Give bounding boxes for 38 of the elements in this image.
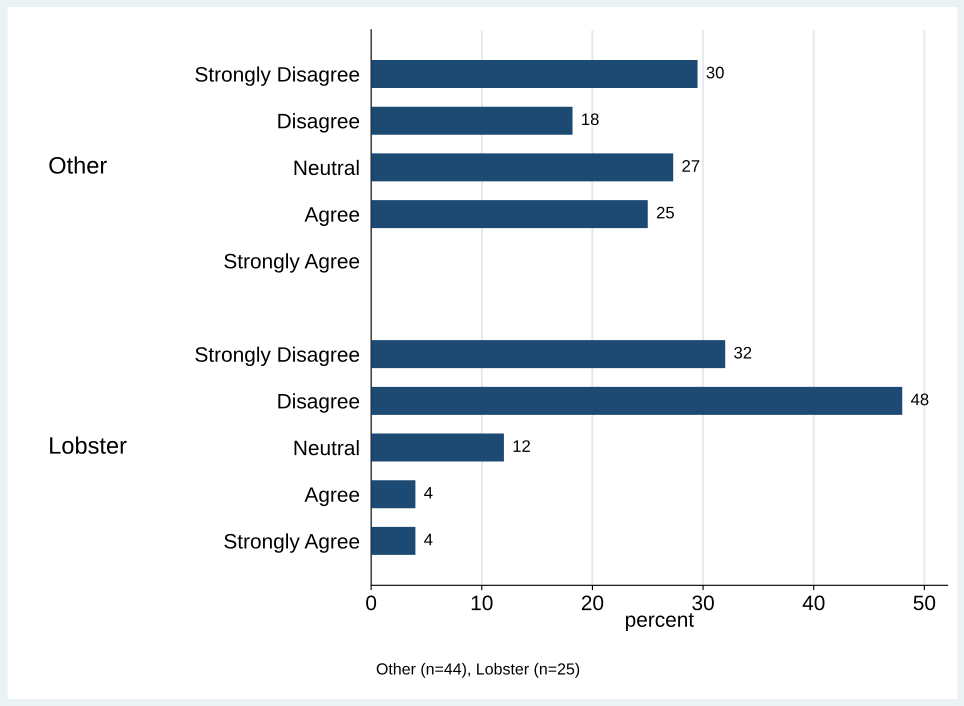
text: Other (49, 156, 107, 174)
data-label: 32 (734, 346, 752, 359)
x-tick-label: 20 (582, 596, 604, 610)
bar (371, 526, 416, 555)
y-tick-label: Strongly Disagree (195, 66, 360, 86)
data-label: 27 (682, 160, 700, 172)
y-tick-label: Agree (304, 487, 360, 506)
bar (371, 480, 416, 508)
data-label: 18 (582, 113, 599, 126)
x-axis-title: percent (626, 613, 694, 632)
bar (371, 434, 504, 462)
y-tick-label: Strongly Agree (224, 533, 360, 553)
bar (371, 340, 726, 368)
data-label: 48 (910, 394, 928, 406)
data-label: 4 (424, 487, 433, 499)
text: Lobster (50, 436, 127, 454)
x-tick-label: 40 (802, 596, 824, 610)
bar (371, 60, 698, 88)
bar (371, 200, 648, 228)
y-tick-label: Disagree (278, 393, 360, 413)
y-tick-label: Agree (304, 207, 360, 226)
bar (371, 153, 674, 182)
y-tick-label: Neutral (294, 160, 359, 176)
x-tick-label: 10 (472, 596, 493, 610)
data-label: 30 (706, 66, 724, 78)
y-tick-label: Strongly Disagree (195, 346, 360, 366)
data-label: 4 (424, 534, 433, 546)
text: Other (n=44), Lobster (n=25) (376, 662, 580, 678)
x-tick-label: 50 (914, 596, 936, 610)
bar (371, 106, 573, 135)
y-tick-label: Strongly Agree (224, 253, 360, 273)
data-label: 12 (514, 440, 530, 452)
data-label: 25 (656, 206, 674, 219)
x-tick-label: 0 (366, 596, 376, 610)
y-tick-label: Neutral (294, 440, 359, 456)
x-tick-label: 30 (692, 596, 714, 610)
bar (371, 386, 902, 415)
y-tick-label: Disagree (278, 113, 360, 133)
